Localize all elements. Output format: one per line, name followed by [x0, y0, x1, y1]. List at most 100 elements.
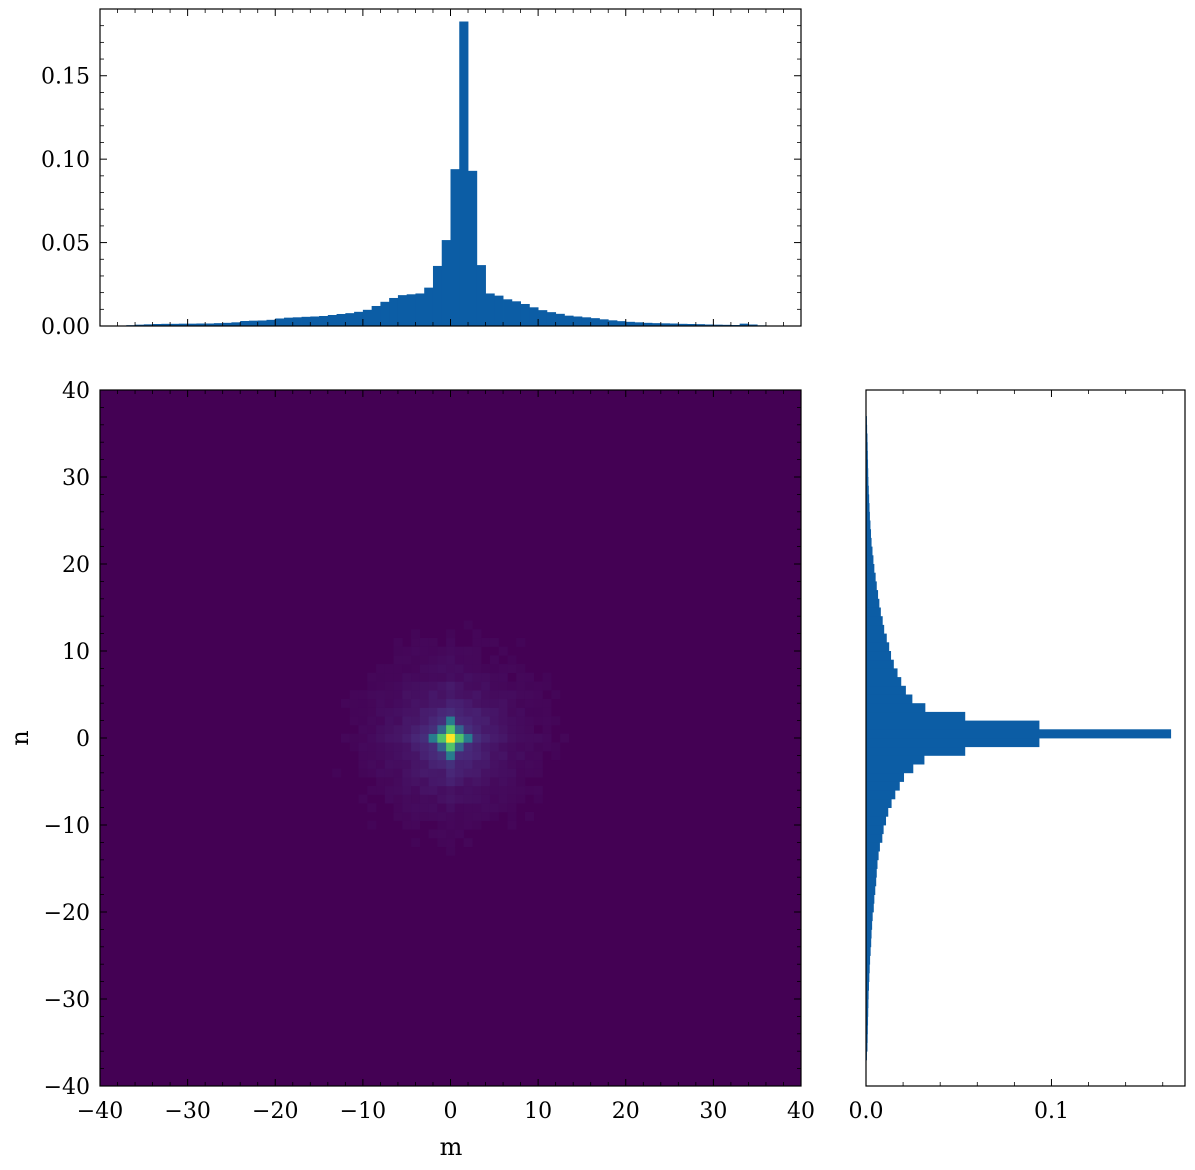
- heatmap-cell: [411, 637, 421, 647]
- heatmap-cell: [349, 716, 359, 726]
- heatmap-cell: [402, 794, 412, 804]
- heatmap-cell: [446, 664, 456, 674]
- heatmap-cell: [481, 751, 491, 761]
- heatmap-cell: [358, 768, 368, 778]
- heatmap-cell: [489, 742, 499, 752]
- top-histogram-bar: [687, 324, 697, 326]
- right-histogram-bar: [866, 651, 892, 661]
- heatmap-cell: [428, 794, 438, 804]
- heatmap-cell: [428, 803, 438, 813]
- right-histogram-bar: [866, 450, 868, 460]
- heatmap-cell: [428, 811, 438, 821]
- heatmap-cell: [428, 829, 438, 839]
- heatmap-cell: [463, 646, 473, 656]
- heatmap-cell: [463, 811, 473, 821]
- heatmap-cell: [481, 794, 491, 804]
- heatmap-cell: [481, 707, 491, 717]
- heatmap-cell: [524, 690, 535, 700]
- heatmap-cell: [428, 751, 438, 761]
- y-axis-label: n: [6, 730, 34, 745]
- heatmap-cell: [384, 777, 394, 787]
- right-histogram-bar: [866, 1033, 868, 1043]
- top-histogram-bar: [371, 305, 381, 326]
- heatmap-cell: [551, 751, 561, 761]
- heatmap-cell: [516, 794, 526, 804]
- top-histogram-bar: [152, 324, 162, 326]
- heatmap-cell: [446, 751, 456, 761]
- heatmap-cell: [489, 672, 499, 682]
- heatmap-xtick-label: 40: [787, 1099, 815, 1124]
- heatmap-cell: [516, 785, 526, 795]
- heatmap-cell: [481, 759, 491, 769]
- heatmap-cell: [349, 698, 359, 708]
- heatmap-cell: [437, 664, 447, 674]
- heatmap-cell: [411, 690, 421, 700]
- heatmap-cell: [393, 768, 403, 778]
- heatmap-cell: [393, 751, 403, 761]
- top-histogram-bar: [634, 322, 644, 326]
- heatmap-cell: [384, 751, 394, 761]
- top-histogram-bar: [704, 324, 714, 326]
- heatmap-cell: [437, 777, 447, 787]
- right-histogram-bar: [866, 955, 871, 965]
- heatmap-cell: [393, 646, 403, 656]
- heatmap-cell: [463, 620, 473, 630]
- top-histogram-bar: [459, 21, 469, 326]
- heatmap-cell: [516, 777, 526, 787]
- top-histogram-bar: [380, 301, 390, 326]
- heatmap-cell: [419, 794, 429, 804]
- heatmap-cell: [402, 707, 412, 717]
- heatmap-cell: [384, 794, 394, 804]
- heatmap-cell: [376, 742, 386, 752]
- heatmap-cell: [524, 742, 535, 752]
- heatmap-cell: [524, 716, 535, 726]
- right-histogram-bar: [866, 642, 890, 652]
- heatmap-cell: [454, 785, 464, 795]
- heatmap-cell: [384, 672, 394, 682]
- heatmap-cell: [542, 724, 552, 734]
- right-histogram-bar: [866, 790, 896, 800]
- heatmap-cell: [498, 672, 508, 682]
- heatmap-cell: [454, 751, 464, 761]
- top-histogram-bar: [713, 324, 723, 326]
- heatmap-cell: [481, 742, 491, 752]
- heatmap-cell: [533, 707, 543, 717]
- heatmap-cell: [472, 751, 482, 761]
- right-histogram-bar: [866, 468, 869, 478]
- top-histogram-bar: [652, 323, 662, 326]
- heatmap-cell: [393, 698, 403, 708]
- right-histogram-bar: [866, 772, 905, 782]
- top-histogram-bar: [581, 317, 592, 326]
- heatmap-cell: [419, 811, 429, 821]
- top-ytick-label: 0.10: [41, 148, 90, 173]
- heatmap-cell: [376, 690, 386, 700]
- heatmap-cell: [437, 716, 447, 726]
- heatmap-cell: [411, 733, 421, 743]
- right-histogram-bar: [866, 1025, 868, 1035]
- heatmap-cell: [437, 655, 447, 665]
- heatmap-cell: [454, 777, 464, 787]
- heatmap-cell: [489, 655, 499, 665]
- heatmap-cell: [524, 672, 535, 682]
- heatmap-cell: [446, 777, 456, 787]
- right-histogram-bar: [866, 616, 883, 626]
- top-histogram-bar: [695, 324, 706, 326]
- heatmap-cell: [428, 646, 438, 656]
- top-histogram-bar: [520, 303, 530, 326]
- right-histogram-bar: [866, 946, 871, 956]
- heatmap-cell: [332, 768, 342, 778]
- top-histogram-bar: [643, 322, 653, 326]
- heatmap-cell: [411, 681, 421, 691]
- heatmap-cell: [419, 785, 429, 795]
- heatmap-cell: [349, 742, 359, 752]
- heatmap-cell: [516, 698, 526, 708]
- right-histogram-bar: [866, 1042, 868, 1052]
- right-histogram-bar: [866, 842, 880, 852]
- top-histogram-bar: [213, 323, 224, 326]
- top-histogram-bar: [450, 169, 460, 326]
- heatmap-cell: [446, 716, 456, 726]
- heatmap-cell: [533, 698, 543, 708]
- right-histogram-bar: [866, 746, 966, 756]
- heatmap-cell: [516, 637, 526, 647]
